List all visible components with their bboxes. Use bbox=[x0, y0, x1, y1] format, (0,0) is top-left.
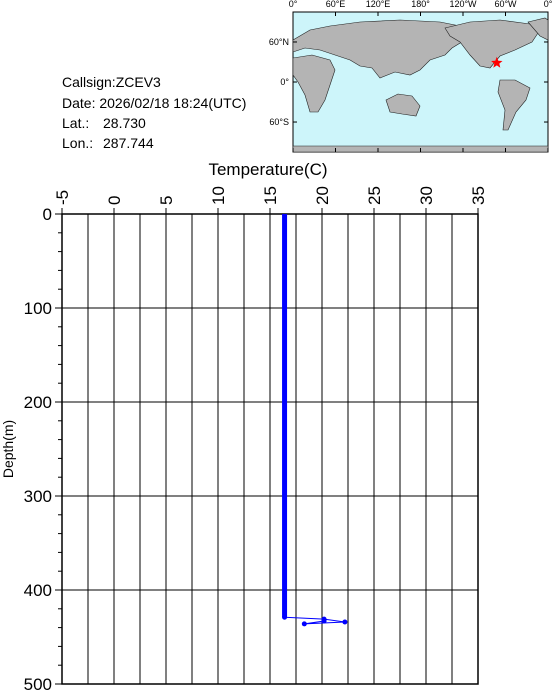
map-lon-label: 180° bbox=[411, 0, 430, 9]
plot-frame bbox=[61, 213, 479, 685]
land bbox=[292, 54, 336, 113]
map bbox=[292, 11, 549, 153]
lat-label: Lat.: bbox=[62, 115, 89, 131]
land bbox=[444, 19, 541, 69]
map-lat-label: 60°S bbox=[269, 117, 289, 127]
x-tick-label: -5 bbox=[53, 190, 72, 205]
x-tick-label: 10 bbox=[209, 186, 228, 205]
lon-value: 287.744 bbox=[103, 135, 154, 151]
land bbox=[527, 17, 549, 41]
x-tick-label: 20 bbox=[313, 186, 332, 205]
y-tick-label: 400 bbox=[24, 581, 52, 600]
map-lon-label: 0° bbox=[289, 0, 298, 9]
station-star bbox=[491, 56, 503, 68]
info: Callsign:ZCEV3 Date: 2026/02/18 18:24(UT… bbox=[62, 74, 246, 151]
land bbox=[292, 19, 471, 79]
x-axis-label: Temperature(C) bbox=[208, 160, 327, 179]
x-tick-label: 15 bbox=[261, 186, 280, 205]
x-tick-label: 35 bbox=[469, 186, 488, 205]
profile-point bbox=[321, 618, 327, 624]
map-lat-label: 0° bbox=[280, 77, 289, 87]
lat-value: 28.730 bbox=[103, 115, 146, 131]
profile-line bbox=[284, 616, 345, 625]
x-tick-label: 0 bbox=[105, 196, 124, 205]
x-tick-label: 5 bbox=[157, 196, 176, 205]
map-lon-label: 0° bbox=[544, 0, 553, 9]
land bbox=[497, 79, 531, 131]
profile-point bbox=[282, 614, 288, 620]
profile-point bbox=[342, 619, 348, 625]
x-tick-label: 25 bbox=[365, 186, 384, 205]
callsign: Callsign:ZCEV3 bbox=[62, 74, 161, 90]
date: Date: 2026/02/18 18:24(UTC) bbox=[62, 95, 246, 111]
map-lon-label: 60°W bbox=[494, 0, 517, 9]
map-lat-label: 60°N bbox=[269, 37, 289, 47]
y-tick-label: 300 bbox=[24, 487, 52, 506]
x-tick-label: 30 bbox=[417, 186, 436, 205]
profile-point bbox=[301, 621, 307, 627]
y-tick-label: 200 bbox=[24, 393, 52, 412]
y-tick-label: 100 bbox=[24, 299, 52, 318]
map-lon-label: 120°W bbox=[449, 0, 477, 9]
land bbox=[385, 93, 421, 117]
map-lon-label: 60°E bbox=[326, 0, 346, 9]
y-tick-label: 0 bbox=[43, 205, 52, 224]
lon-label: Lon.: bbox=[62, 135, 93, 151]
y-tick-label: 500 bbox=[24, 675, 52, 690]
y-axis-label: Depth(m) bbox=[0, 420, 16, 478]
map-lon-label: 120°E bbox=[366, 0, 391, 9]
